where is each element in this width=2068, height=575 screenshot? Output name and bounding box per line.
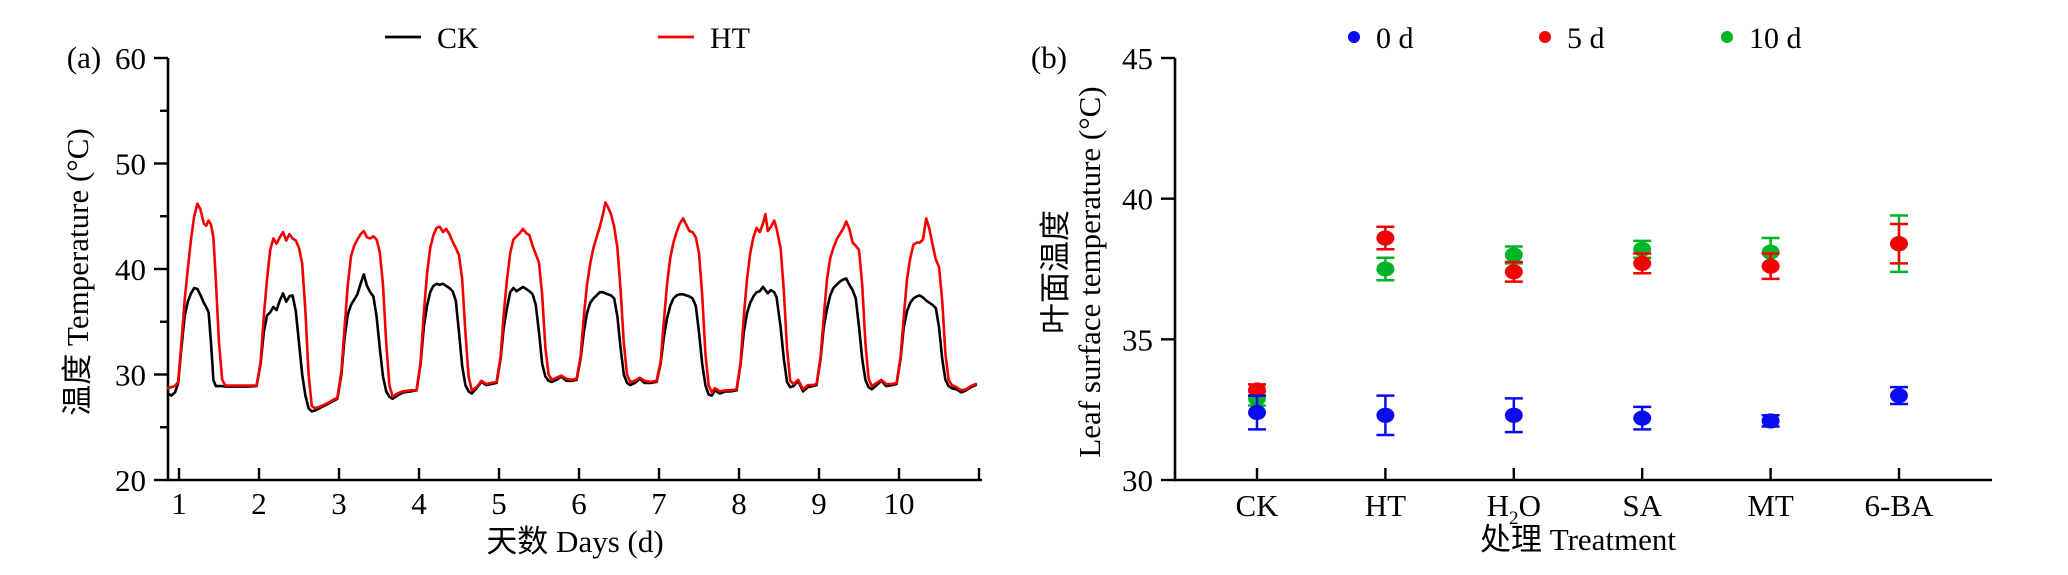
panel-a-y-tick-label: 60 bbox=[115, 41, 146, 76]
marker-dot bbox=[1376, 407, 1395, 423]
legend-label-ck: CK bbox=[437, 22, 479, 55]
panel-b: 30 35 40 45 CK HT H2O SA MT 6-BA 0 d 5 d 10 d (b) 叶… bbox=[1031, 22, 1992, 557]
legend-dot-0d bbox=[1348, 31, 1360, 43]
data-point-ck-0d bbox=[1248, 394, 1266, 431]
data-point-sa-0d bbox=[1633, 405, 1652, 431]
data-point-h2o-5d bbox=[1504, 260, 1523, 283]
marker-dot bbox=[1761, 244, 1780, 260]
legend-label-5d: 5 d bbox=[1567, 22, 1605, 55]
panel-a-y-title: 温度 Temperature (°C) bbox=[60, 128, 95, 415]
panel-b-x-title: 处理 Treatment bbox=[1480, 522, 1676, 557]
data-point-ht-5d bbox=[1376, 225, 1395, 251]
panel-b-y-title-en: Leaf surface temperature (°C) bbox=[1072, 86, 1107, 457]
marker-dot bbox=[1890, 236, 1908, 252]
panel-a-x-tick-label: 6 bbox=[571, 486, 587, 521]
panel-a-y-tick-label: 50 bbox=[115, 147, 146, 182]
panel-a-curves bbox=[166, 201, 978, 413]
panel-b-y-tick-label: 40 bbox=[1122, 182, 1153, 217]
panel-a-x-tick-label: 9 bbox=[811, 486, 827, 521]
legend-item-ck: CK bbox=[385, 22, 479, 55]
panel-b-axes: 30 35 40 45 CK HT H2O SA MT 6-BA bbox=[1122, 41, 1992, 529]
marker-dot bbox=[1504, 264, 1523, 280]
panel-b-y-title-cn: 叶面温度 bbox=[1038, 210, 1073, 334]
data-point-h2o-10d bbox=[1504, 245, 1523, 265]
panel-a-x-tick-label: 5 bbox=[491, 486, 507, 521]
panel-b-legend: 0 d 5 d 10 d bbox=[1348, 22, 1802, 55]
panel-a-x-tick-label: 1 bbox=[171, 486, 187, 521]
panel-a-axes: 20 30 40 50 60 1 2 3 4 5 6 7 8 9 10 bbox=[115, 41, 982, 521]
data-point-h2o-0d bbox=[1504, 397, 1523, 434]
panel-a-y-tick-label: 30 bbox=[115, 358, 146, 393]
panel-b-category-label: CK bbox=[1235, 488, 1279, 523]
ck-curve bbox=[166, 272, 978, 413]
panel-a-x-tick-label: 2 bbox=[251, 486, 267, 521]
marker-dot bbox=[1761, 258, 1780, 274]
series-0d bbox=[1248, 385, 1908, 437]
panel-a-x-tick-label: 3 bbox=[331, 486, 347, 521]
ht-curve bbox=[166, 201, 978, 410]
marker-dot bbox=[1376, 230, 1395, 246]
legend-item-10d: 10 d bbox=[1721, 22, 1802, 55]
panel-a-x-tick-label: 10 bbox=[884, 486, 915, 521]
panel-a-x-tick-label: 4 bbox=[411, 486, 427, 521]
panel-b-category-label: HT bbox=[1365, 488, 1406, 523]
marker-dot bbox=[1761, 413, 1780, 429]
marker-dot bbox=[1376, 261, 1395, 277]
legend-dot-10d bbox=[1721, 31, 1733, 43]
panel-b-points bbox=[1248, 214, 1908, 437]
marker-dot bbox=[1248, 382, 1266, 398]
panel-a: 20 30 40 50 60 1 2 3 4 5 6 7 8 9 10 CK HT (a) 温度 Temper… bbox=[60, 22, 982, 559]
series-10d bbox=[1248, 214, 1908, 407]
panel-a-x-title: 天数 Days (d) bbox=[486, 524, 663, 559]
marker-dot bbox=[1890, 388, 1908, 404]
marker-dot bbox=[1504, 247, 1523, 263]
panel-b-y-tick-label: 35 bbox=[1122, 322, 1153, 357]
panel-b-tag: (b) bbox=[1031, 40, 1067, 75]
data-point-ht-0d bbox=[1376, 394, 1395, 437]
data-point-ht-10d bbox=[1376, 256, 1395, 282]
data-point-6-ba-5d bbox=[1890, 222, 1908, 265]
panel-b-category-label: 6-BA bbox=[1865, 488, 1935, 523]
panel-a-x-tick-label: 7 bbox=[651, 486, 667, 521]
legend-label-0d: 0 d bbox=[1376, 22, 1414, 55]
panel-a-y-tick-label: 40 bbox=[115, 252, 146, 287]
panel-a-tag: (a) bbox=[67, 40, 101, 75]
panel-b-y-tick-label: 30 bbox=[1122, 463, 1153, 498]
panel-b-y-tick-label: 45 bbox=[1122, 41, 1153, 76]
marker-dot bbox=[1504, 407, 1523, 423]
legend-item-0d: 0 d bbox=[1348, 22, 1414, 55]
legend-label-ht: HT bbox=[710, 22, 750, 55]
legend-item-ht: HT bbox=[658, 22, 750, 55]
panel-a-y-tick-label: 20 bbox=[115, 463, 146, 498]
data-point-6-ba-0d bbox=[1890, 385, 1908, 406]
panel-b-category-label: SA bbox=[1622, 488, 1662, 523]
legend-item-5d: 5 d bbox=[1539, 22, 1605, 55]
panel-a-legend: CK HT bbox=[385, 22, 750, 55]
data-point-sa-5d bbox=[1633, 252, 1652, 275]
legend-dot-5d bbox=[1539, 31, 1551, 43]
panel-b-category-label: H2O bbox=[1487, 488, 1541, 529]
data-point-mt-0d bbox=[1761, 413, 1780, 429]
data-point-mt-5d bbox=[1761, 252, 1780, 281]
marker-dot bbox=[1633, 255, 1652, 271]
marker-dot bbox=[1633, 410, 1652, 426]
panel-a-x-tick-label: 8 bbox=[731, 486, 747, 521]
series-5d bbox=[1248, 222, 1908, 398]
marker-dot bbox=[1248, 404, 1266, 421]
panel-b-category-label: MT bbox=[1747, 488, 1794, 523]
legend-label-10d: 10 d bbox=[1749, 22, 1802, 55]
